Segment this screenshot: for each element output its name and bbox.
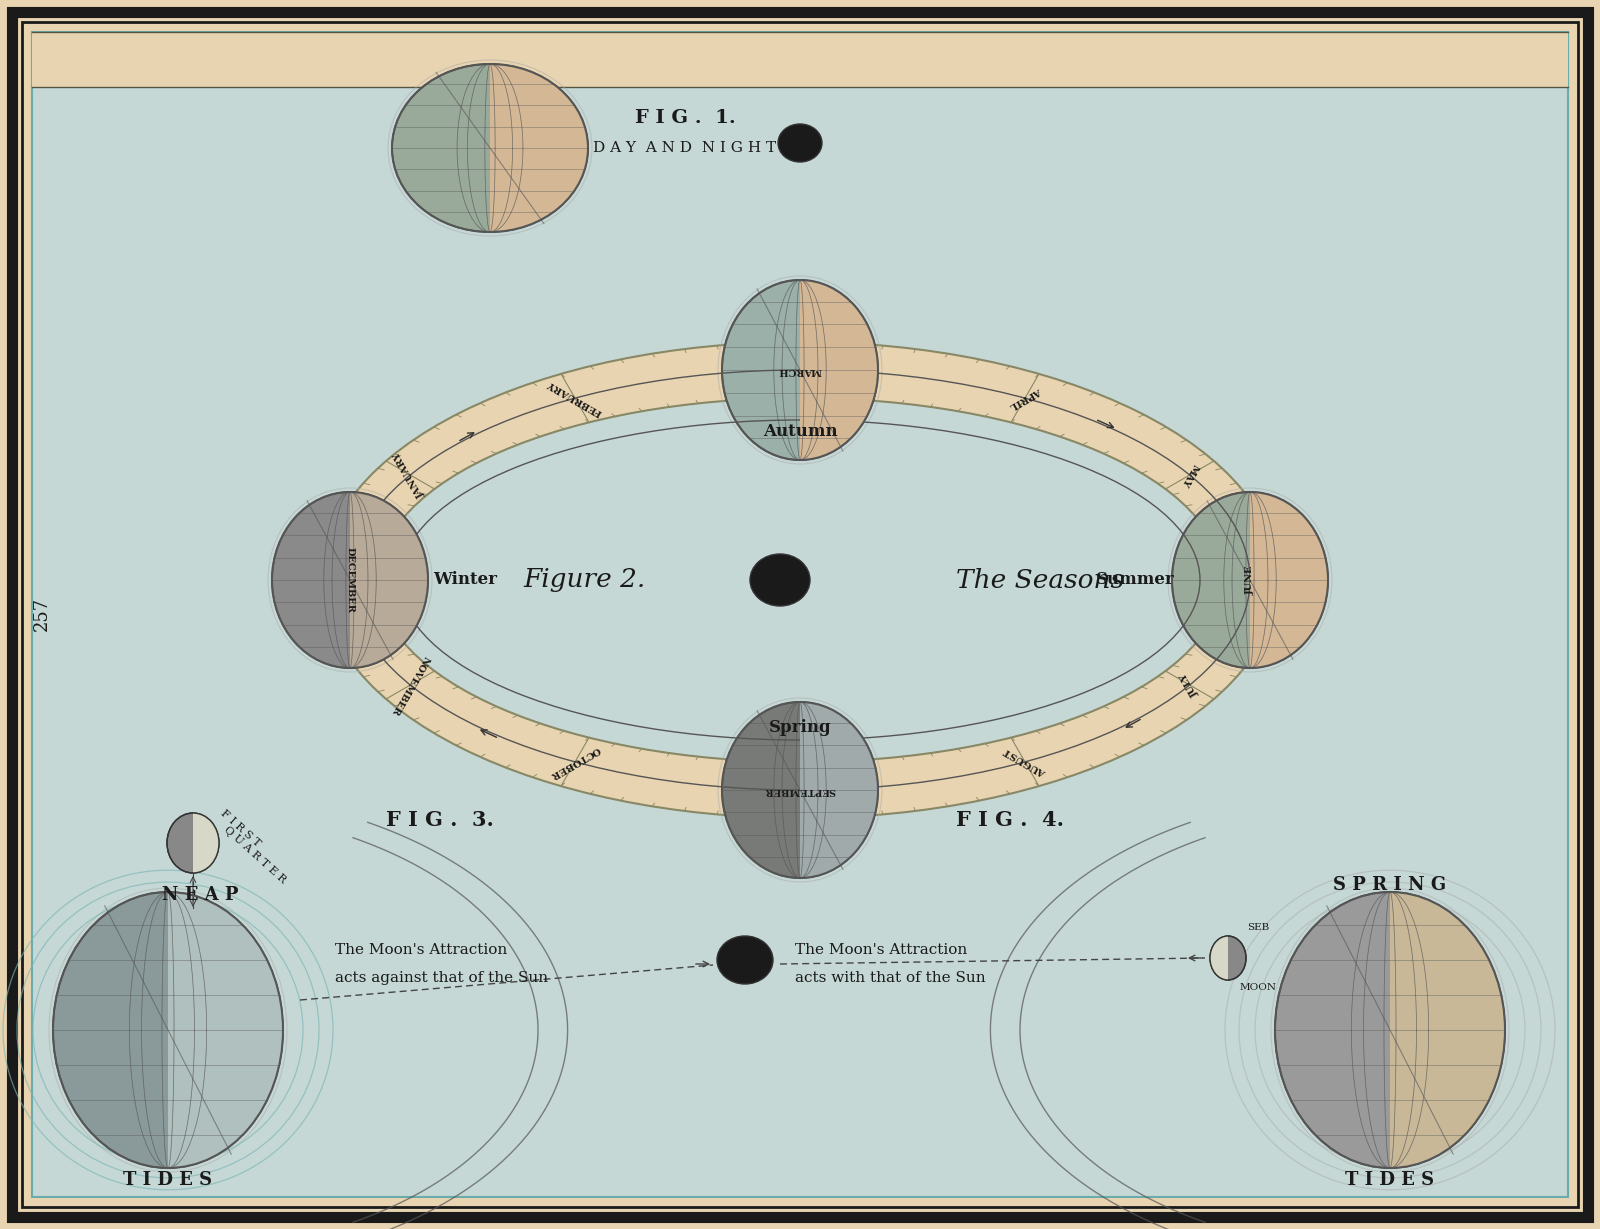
Ellipse shape [322, 342, 1278, 819]
Text: acts against that of the Sun: acts against that of the Sun [334, 971, 549, 984]
Text: F I G .  4.: F I G . 4. [957, 810, 1064, 830]
Text: JULY: JULY [1179, 671, 1200, 698]
Text: Spring: Spring [768, 719, 832, 736]
Text: NOVEMBER: NOVEMBER [390, 654, 430, 717]
Text: APRIL: APRIL [1008, 386, 1042, 410]
Polygon shape [800, 280, 878, 460]
Ellipse shape [1210, 936, 1246, 980]
Ellipse shape [272, 492, 429, 669]
Ellipse shape [722, 280, 878, 460]
Polygon shape [800, 702, 878, 878]
Ellipse shape [392, 64, 589, 232]
Text: OCTOBER: OCTOBER [549, 744, 602, 779]
Ellipse shape [166, 814, 219, 873]
Text: SEPTEMBER: SEPTEMBER [765, 785, 835, 794]
Bar [32, 32, 1568, 87]
Text: Summer: Summer [1096, 571, 1174, 589]
Text: MAY: MAY [1179, 462, 1200, 488]
Text: Figure 2.: Figure 2. [523, 568, 646, 592]
Polygon shape [1250, 492, 1328, 669]
Text: T I D E S: T I D E S [1346, 1171, 1435, 1188]
Ellipse shape [1275, 892, 1506, 1168]
Text: D A Y  A N D  N I G H T: D A Y A N D N I G H T [594, 141, 776, 155]
Text: acts with that of the Sun: acts with that of the Sun [795, 971, 986, 984]
Text: T I D E S: T I D E S [123, 1171, 213, 1188]
Text: MARCH: MARCH [778, 365, 822, 375]
Text: Winter: Winter [434, 571, 498, 589]
Text: AUGUST: AUGUST [1002, 746, 1048, 778]
Ellipse shape [722, 702, 878, 878]
Polygon shape [1210, 936, 1229, 980]
Text: The Seasons: The Seasons [957, 568, 1123, 592]
Text: F I G .  1.: F I G . 1. [635, 109, 736, 127]
Text: F I R S T: F I R S T [218, 807, 262, 848]
Ellipse shape [378, 398, 1222, 762]
Ellipse shape [750, 554, 810, 606]
Text: JANUARY: JANUARY [394, 450, 427, 500]
Ellipse shape [717, 936, 773, 984]
Text: 257: 257 [34, 597, 51, 630]
Polygon shape [350, 492, 427, 669]
Text: N E A P: N E A P [162, 886, 238, 905]
Text: Q U A R T E R: Q U A R T E R [222, 825, 288, 885]
Polygon shape [1390, 892, 1506, 1168]
Ellipse shape [1171, 492, 1328, 669]
Text: The Moon's Attraction: The Moon's Attraction [795, 943, 968, 957]
Polygon shape [490, 64, 587, 232]
Text: SEB: SEB [1246, 923, 1269, 933]
Ellipse shape [778, 124, 822, 162]
Text: DECEMBER: DECEMBER [346, 547, 355, 613]
Polygon shape [194, 814, 219, 873]
Text: JUNE: JUNE [1245, 565, 1254, 595]
Text: MOON: MOON [1240, 983, 1277, 993]
Text: FEBRUARY: FEBRUARY [546, 379, 603, 418]
Ellipse shape [53, 892, 283, 1168]
Text: S P R I N G: S P R I N G [1333, 876, 1446, 893]
Text: Autumn: Autumn [763, 424, 837, 440]
Polygon shape [168, 892, 283, 1168]
Text: The Moon's Attraction: The Moon's Attraction [334, 943, 507, 957]
Text: F I G .  3.: F I G . 3. [386, 810, 494, 830]
